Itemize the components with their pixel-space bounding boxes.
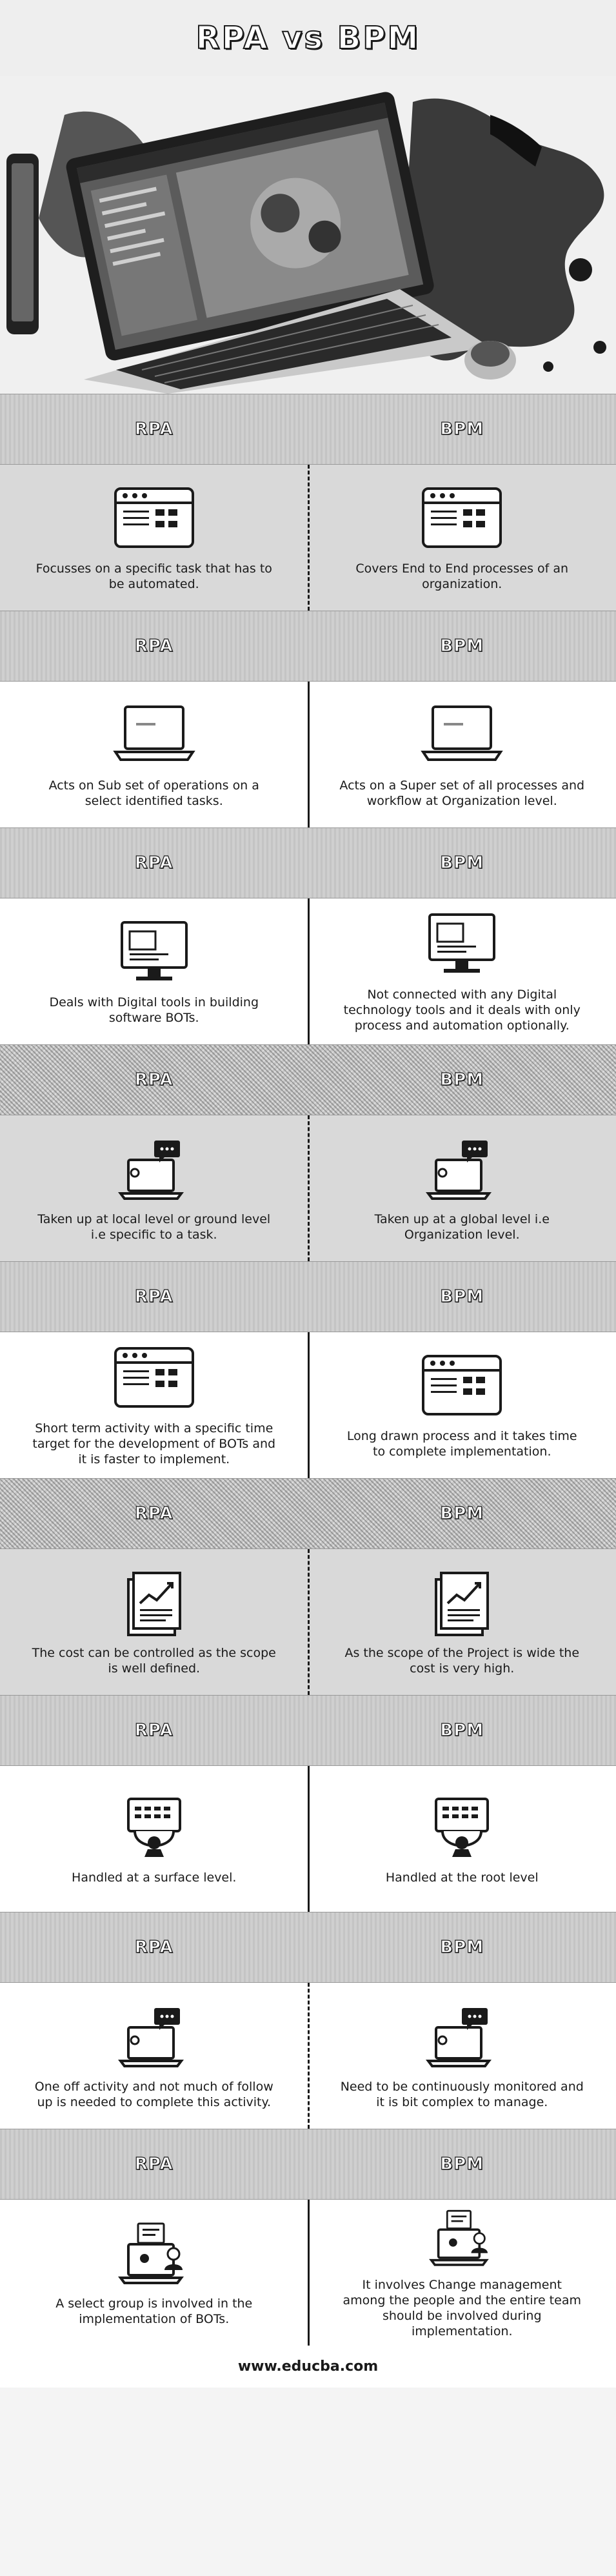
row-5-content: Short term activity with a specific time…: [0, 1332, 616, 1478]
footer-url[interactable]: www.educba.com: [237, 2358, 379, 2375]
row-9-header: RPA BPM: [0, 2129, 616, 2200]
laptop-chat-icon: [426, 2008, 492, 2067]
team-laptop-icon: [429, 2209, 490, 2266]
bpm-label: BPM: [440, 1937, 484, 1957]
rpa-description: Short term activity with a specific time…: [32, 1421, 276, 1466]
row-2-header: RPA BPM: [0, 611, 616, 682]
column-divider: [308, 1115, 310, 1261]
rpa-label: RPA: [134, 1503, 174, 1523]
rpa-description: A select group is involved in the implem…: [55, 2297, 253, 2326]
bpm-label: BPM: [440, 1286, 484, 1306]
hands-laptop-icon: [126, 1798, 181, 1857]
row-5-header: RPA BPM: [0, 1261, 616, 1332]
bpm-label: BPM: [440, 2154, 484, 2174]
laptop-icon: [421, 705, 503, 761]
rpa-description: Handled at a surface level.: [72, 1871, 237, 1885]
bpm-description: Not connected with any Digital technolog…: [343, 988, 581, 1033]
monitor-icon: [428, 913, 496, 973]
column-divider: [308, 1983, 310, 2129]
column-divider: [308, 1332, 310, 1478]
rpa-label: RPA: [134, 2154, 174, 2174]
laptop-chat-icon: [117, 2008, 184, 2067]
dashboard-icon: [422, 1355, 502, 1415]
bpm-description: Taken up at a global level i.e Organizat…: [374, 1212, 550, 1242]
title-bar: RPA vs BPM: [0, 0, 616, 76]
rpa-description: Acts on Sub set of operations on a selec…: [48, 778, 259, 808]
dashboard-icon: [114, 487, 194, 548]
dashboard-icon: [114, 1347, 194, 1408]
dashboard-icon: [422, 487, 502, 548]
rpa-description: Taken up at local level or ground level …: [37, 1212, 271, 1242]
rpa-description: One off activity and not much of follow …: [34, 2080, 273, 2109]
column-divider: [308, 682, 310, 827]
team-laptop-icon: [117, 2222, 184, 2284]
column-divider: [308, 2200, 310, 2346]
hero-image: [0, 76, 616, 394]
row-8-header: RPA BPM: [0, 1912, 616, 1983]
row-6-content: The cost can be controlled as the scope …: [0, 1549, 616, 1695]
row-7-header: RPA BPM: [0, 1695, 616, 1766]
bpm-label: BPM: [440, 853, 484, 873]
rpa-label: RPA: [134, 1286, 174, 1306]
bpm-description: As the scope of the Project is wide the …: [344, 1646, 580, 1676]
row-4-header: RPA BPM: [0, 1044, 616, 1115]
bpm-label: BPM: [440, 419, 484, 439]
row-3-header: RPA BPM: [0, 827, 616, 898]
bpm-description: Handled at the root level: [385, 1871, 539, 1885]
row-9-content: A select group is involved in the implem…: [0, 2200, 616, 2346]
rpa-label: RPA: [134, 419, 174, 439]
column-divider: [308, 1549, 310, 1695]
row-7-content: Handled at a surface level. Handled at t…: [0, 1766, 616, 1912]
bpm-label: BPM: [440, 1503, 484, 1523]
bpm-description: It involves Change management among the …: [343, 2278, 581, 2338]
bpm-description: Need to be continuously monitored and it…: [340, 2080, 584, 2109]
laptop-chat-icon: [426, 1141, 492, 1200]
laptop-chat-icon: [117, 1141, 184, 1200]
laptop-photo: [0, 76, 616, 394]
row-6-header: RPA BPM: [0, 1478, 616, 1549]
row-3-content: Deals with Digital tools in building sof…: [0, 898, 616, 1044]
bpm-label: BPM: [440, 636, 484, 656]
monitor-icon: [120, 921, 188, 980]
rpa-label: RPA: [134, 1720, 174, 1740]
rpa-label: RPA: [134, 1937, 174, 1957]
rpa-label: RPA: [134, 853, 174, 873]
laptop-icon: [113, 705, 195, 761]
report-chart-icon: [435, 1572, 490, 1636]
bpm-description: Acts on a Super set of all processes and…: [339, 778, 585, 808]
column-divider: [308, 898, 310, 1044]
row-1-content: Focusses on a specific task that has to …: [0, 465, 616, 611]
row-8-content: One off activity and not much of follow …: [0, 1983, 616, 2129]
page-title: RPA vs BPM: [195, 19, 421, 57]
row-4-content: Taken up at local level or ground level …: [0, 1115, 616, 1261]
column-divider: [308, 465, 310, 611]
rpa-label: RPA: [134, 636, 174, 656]
bpm-label: BPM: [440, 1070, 484, 1090]
rpa-description: The cost can be controlled as the scope …: [32, 1646, 276, 1676]
rpa-description: Focusses on a specific task that has to …: [35, 562, 272, 591]
bpm-description: Long drawn process and it takes time to …: [346, 1429, 577, 1459]
row-2-content: Acts on Sub set of operations on a selec…: [0, 682, 616, 827]
footer: www.educba.com: [0, 2346, 616, 2388]
report-chart-icon: [126, 1572, 181, 1636]
bpm-label: BPM: [440, 1720, 484, 1740]
column-divider: [308, 1766, 310, 1912]
hands-laptop-icon: [435, 1798, 490, 1857]
row-1-header: RPA BPM: [0, 394, 616, 465]
rpa-label: RPA: [134, 1070, 174, 1090]
rpa-description: Deals with Digital tools in building sof…: [49, 995, 259, 1025]
bpm-description: Covers End to End processes of an organi…: [355, 562, 569, 591]
